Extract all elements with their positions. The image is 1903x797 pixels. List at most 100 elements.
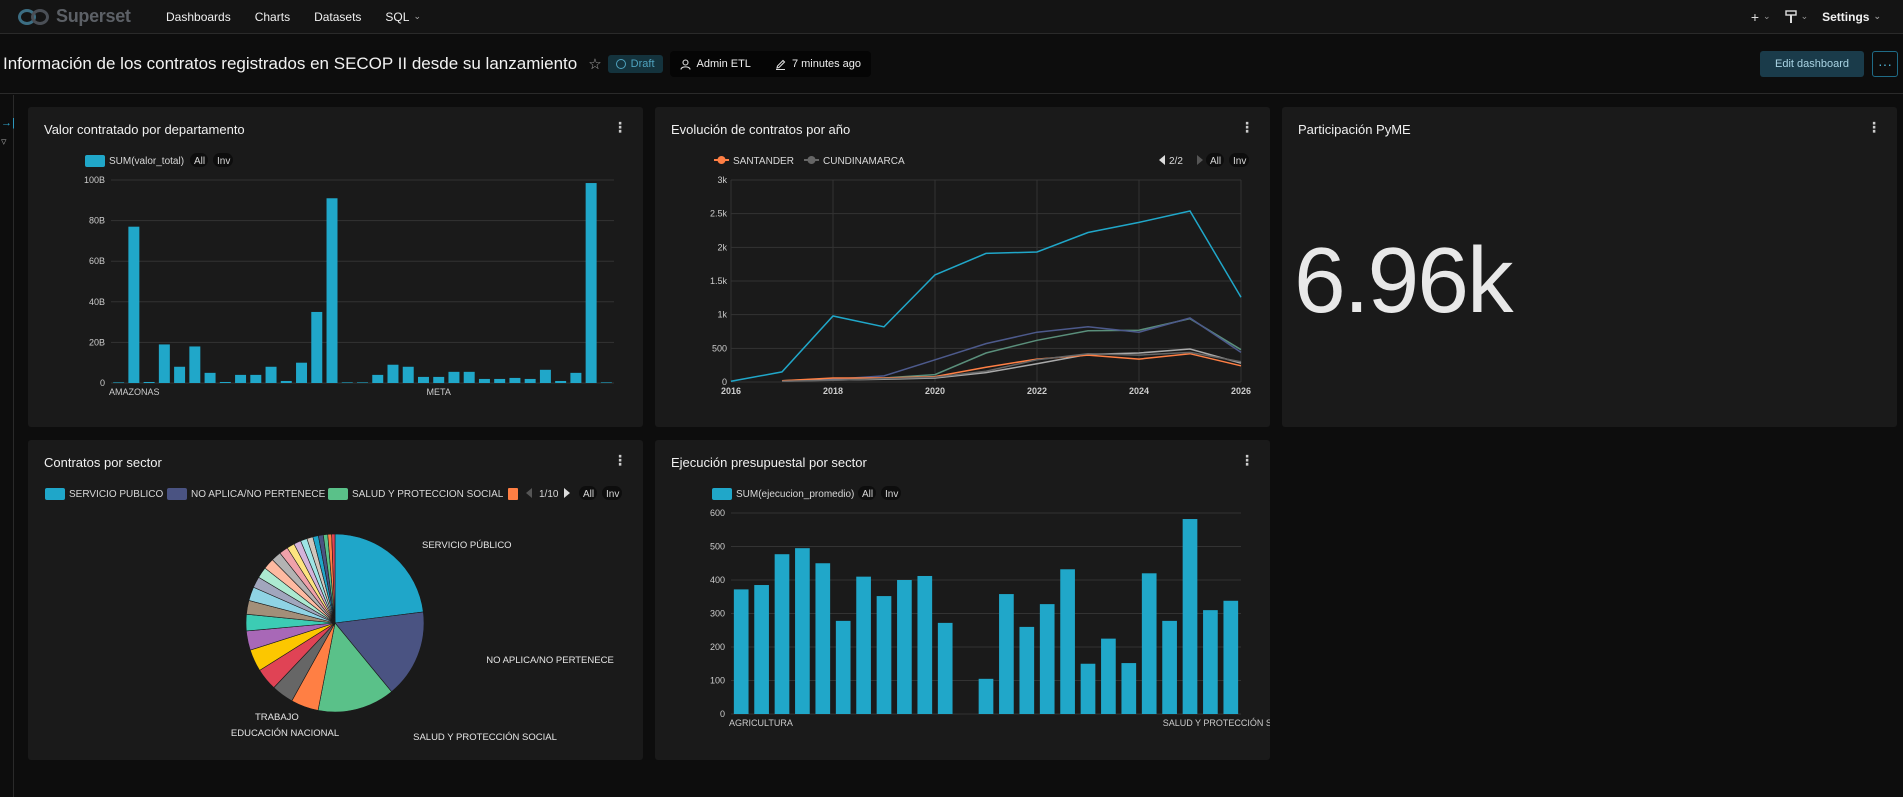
- more-options-button[interactable]: ···: [1872, 51, 1898, 77]
- bar: [372, 374, 384, 383]
- chart-title: Evolución de contratos por año: [671, 122, 851, 137]
- circle-icon: [615, 59, 626, 69]
- legend-swatch: [167, 488, 187, 500]
- series-line: [781, 351, 1242, 383]
- bar: [1141, 573, 1157, 714]
- theme-menu[interactable]: ⌄: [1784, 9, 1808, 24]
- nav-datasets[interactable]: Datasets: [314, 10, 361, 24]
- slice-label: NO APLICA/NO PERTENECE: [486, 655, 614, 666]
- bar: [174, 366, 186, 383]
- draft-status-badge[interactable]: Draft: [607, 55, 663, 73]
- legend-all-button[interactable]: [858, 486, 876, 500]
- y-tick-label: 100B: [84, 175, 105, 185]
- y-tick-label: 3k: [717, 175, 727, 185]
- nav-charts[interactable]: Charts: [255, 10, 290, 24]
- legend-marker-santander: [717, 156, 726, 164]
- legend-swatch: [712, 488, 732, 500]
- legend-next-page-icon[interactable]: [564, 488, 570, 498]
- legend-inv-button[interactable]: [213, 153, 233, 167]
- bar: [733, 589, 749, 714]
- legend-prev-page-icon[interactable]: [526, 488, 532, 498]
- bar: [999, 594, 1014, 714]
- x-tick-label: SALUD Y PROTECCIÓN SOCIAL: [1163, 718, 1270, 728]
- pie-slice: [331, 533, 336, 624]
- new-item-menu[interactable]: + ⌄: [1751, 9, 1771, 25]
- bar: [555, 380, 567, 383]
- bar: [1203, 610, 1218, 714]
- nav-sql[interactable]: SQL ⌄: [385, 10, 421, 24]
- dashboard-title[interactable]: Información de los contratos registrados…: [3, 54, 578, 73]
- filter-icon[interactable]: ▿: [1, 136, 7, 148]
- legend[interactable]: SUM(ejecucion_promedio) All Inv: [712, 486, 901, 500]
- chart-menu-icon[interactable]: ⋮: [1240, 119, 1254, 135]
- legend-all-label: All: [583, 489, 594, 500]
- bar: [876, 596, 892, 714]
- favorite-star-icon[interactable]: ☆: [588, 56, 602, 73]
- legend[interactable]: SANTANDER CUNDINAMARCA 2/2 All Inv: [714, 153, 1249, 167]
- legend-all-button[interactable]: [190, 153, 208, 167]
- x-tick-label: 2018: [823, 386, 843, 396]
- legend-inv-button[interactable]: [1229, 153, 1249, 167]
- modified-info[interactable]: 7 minutes ago: [775, 58, 861, 70]
- legend[interactable]: SERVICIO PUBLICO NO APLICA/NO PERTENECE …: [45, 486, 622, 500]
- y-tick-label: 300: [710, 609, 725, 619]
- bar: [570, 372, 582, 383]
- legend-label: SERVICIO PUBLICO: [69, 489, 164, 500]
- bar: [1060, 569, 1075, 714]
- superset-logo-icon: [16, 7, 54, 27]
- bar: [204, 372, 216, 383]
- chart-title: Valor contratado por departamento: [44, 122, 245, 137]
- legend-page-indicator: 2/2: [1169, 156, 1183, 167]
- bar: [815, 563, 831, 714]
- bar: [235, 374, 247, 383]
- chevron-down-icon: ⌄: [1873, 11, 1881, 21]
- x-tick-label: 2022: [1027, 386, 1047, 396]
- chart-menu-icon[interactable]: ⋮: [1867, 119, 1881, 135]
- bar: [1182, 519, 1198, 714]
- bar: [917, 575, 933, 714]
- legend-inv-button[interactable]: [881, 486, 901, 500]
- bar: [341, 382, 353, 383]
- x-tick-label: AMAZONAS: [109, 387, 160, 397]
- bar: [1223, 600, 1239, 714]
- bar: [402, 366, 414, 383]
- chart-menu-icon[interactable]: ⋮: [613, 452, 627, 468]
- legend-prev-page-icon[interactable]: [1159, 155, 1165, 165]
- y-tick-label: 1.5k: [710, 276, 728, 286]
- bar: [219, 381, 231, 383]
- metadata-bar: Admin ETL 7 minutes ago: [669, 51, 872, 77]
- owner-info[interactable]: Admin ETL: [679, 58, 751, 70]
- legend-swatch: [328, 488, 348, 500]
- legend-all-label: All: [1210, 156, 1221, 167]
- legend-all-button[interactable]: [579, 486, 597, 500]
- series-line: [730, 210, 1242, 383]
- plus-icon: +: [1750, 8, 1760, 25]
- x-tick-label: 2024: [1129, 386, 1149, 396]
- y-tick-label: 400: [710, 575, 725, 585]
- pie-slice: [334, 611, 425, 693]
- edit-dashboard-button[interactable]: Edit dashboard: [1760, 51, 1864, 77]
- superset-logo[interactable]: Superset: [16, 6, 166, 27]
- bar: [387, 364, 399, 383]
- legend-label-santander: SANTANDER: [733, 156, 794, 167]
- ejecucion-bar-chart: SUM(ejecucion_promedio) All Inv 0 100 200 3…: [710, 486, 1270, 728]
- y-tick-label: 2.5k: [710, 209, 728, 219]
- legend-page-indicator: 1/10: [539, 489, 559, 500]
- legend-all-button[interactable]: [1206, 153, 1224, 167]
- settings-menu[interactable]: Settings ⌄: [1822, 10, 1881, 24]
- y-tick-label: 20B: [89, 337, 105, 347]
- bar: [326, 198, 338, 383]
- expand-filters-icon[interactable]: →|: [1, 117, 15, 129]
- x-tick-label: AGRICULTURA: [729, 718, 793, 728]
- legend-inv-button[interactable]: [602, 486, 622, 500]
- modified-time: 7 minutes ago: [791, 58, 862, 70]
- legend[interactable]: SUM(valor_total) All Inv: [85, 153, 233, 167]
- chart-menu-icon[interactable]: ⋮: [613, 119, 627, 135]
- nav-dashboards[interactable]: Dashboards: [166, 10, 231, 24]
- legend-next-page-icon[interactable]: [1197, 155, 1203, 165]
- chart-title: Participación PyME: [1298, 122, 1411, 137]
- x-tick-label: 2016: [721, 386, 741, 396]
- chart-menu-icon[interactable]: ⋮: [1240, 452, 1254, 468]
- chart-card-contratos-por-sector: Contratos por sector ⋮ SERVICIO PUBLICO …: [28, 440, 643, 760]
- y-tick-label: 500: [712, 343, 727, 353]
